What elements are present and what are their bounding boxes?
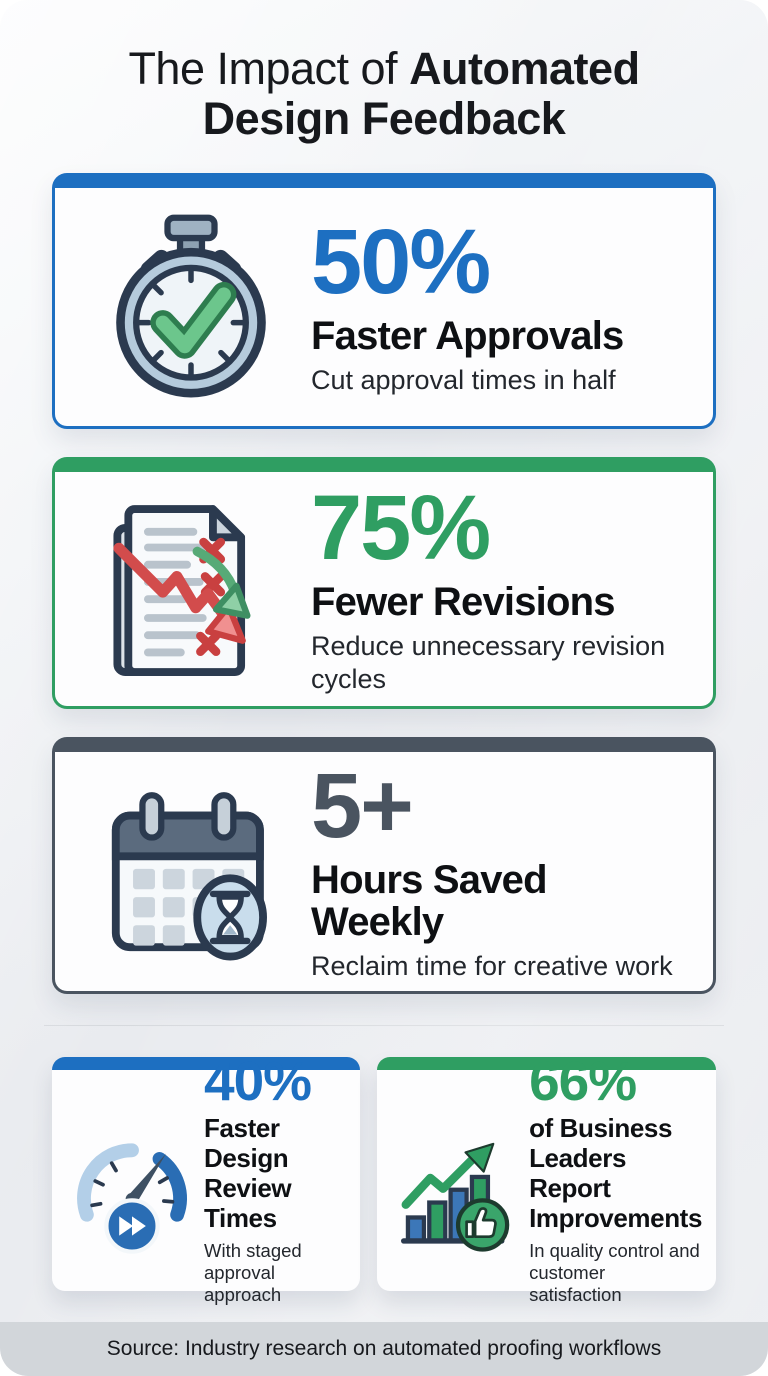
page-title: The Impact of Automated Design Feedback [84,44,684,143]
card-text-block: 50% Faster Approvals Cut approval times … [311,211,689,397]
card-text-block: 5+ Hours Saved Weekly Reclaim time for c… [311,754,689,983]
stat-label: Fewer Revisions [311,580,615,625]
card-text-block: 40% Faster Design Review Times With stag… [204,1054,346,1306]
stat-value: 66% [529,1050,637,1113]
stat-card-hours-saved: 5+ Hours Saved Weekly Reclaim time for c… [52,737,716,994]
stat-label: of Business Leaders Report Improvements [529,1113,702,1234]
section-divider [44,1025,724,1026]
stat-card-leader-improvements: 66% of Business Leaders Report Improveme… [377,1054,716,1305]
stat-description: Reduce unnecessary revision cycles [311,631,666,694]
calendar-hourglass-icon [97,774,285,970]
document-revisions-icon [97,491,285,687]
small-cards-row: 40% Faster Design Review Times With stag… [52,1054,716,1305]
stat-value: 40% [204,1050,312,1113]
speed-gauge-icon [68,1124,196,1264]
stopwatch-check-icon [97,209,285,405]
source-footer: Source: Industry research on automated p… [0,1322,768,1376]
stat-card-faster-approvals: 50% Faster Approvals Cut approval times … [52,173,716,429]
stat-value: 5+ [311,754,414,857]
stat-description: With staged approval approach [204,1240,302,1306]
page-title-regular: The Impact of [128,43,410,94]
stat-card-faster-review: 40% Faster Design Review Times With stag… [52,1054,361,1305]
stat-description: Cut approval times in half [311,365,616,396]
stat-card-fewer-revisions: 75% Fewer Revisions Reduce unnecessary r… [52,457,716,709]
source-text: Source: Industry research on automated p… [106,1337,662,1360]
stat-cards-list: 50% Faster Approvals Cut approval times … [52,173,716,994]
stat-label: Faster Approvals [311,314,624,359]
stat-label: Faster Design Review Times [204,1113,292,1234]
page-title-bold: Automated Design Feedback [202,43,640,144]
growth-chart-thumbs-up-icon [393,1124,521,1264]
card-text-block: 66% of Business Leaders Report Improveme… [529,1054,702,1306]
stat-description: In quality control and customer satisfac… [529,1240,700,1306]
stat-label: Hours Saved Weekly [311,857,548,944]
stat-value: 50% [311,211,491,314]
card-text-block: 75% Fewer Revisions Reduce unnecessary r… [311,477,689,695]
stat-value: 75% [311,477,491,580]
stat-description: Reclaim time for creative work [311,950,673,981]
